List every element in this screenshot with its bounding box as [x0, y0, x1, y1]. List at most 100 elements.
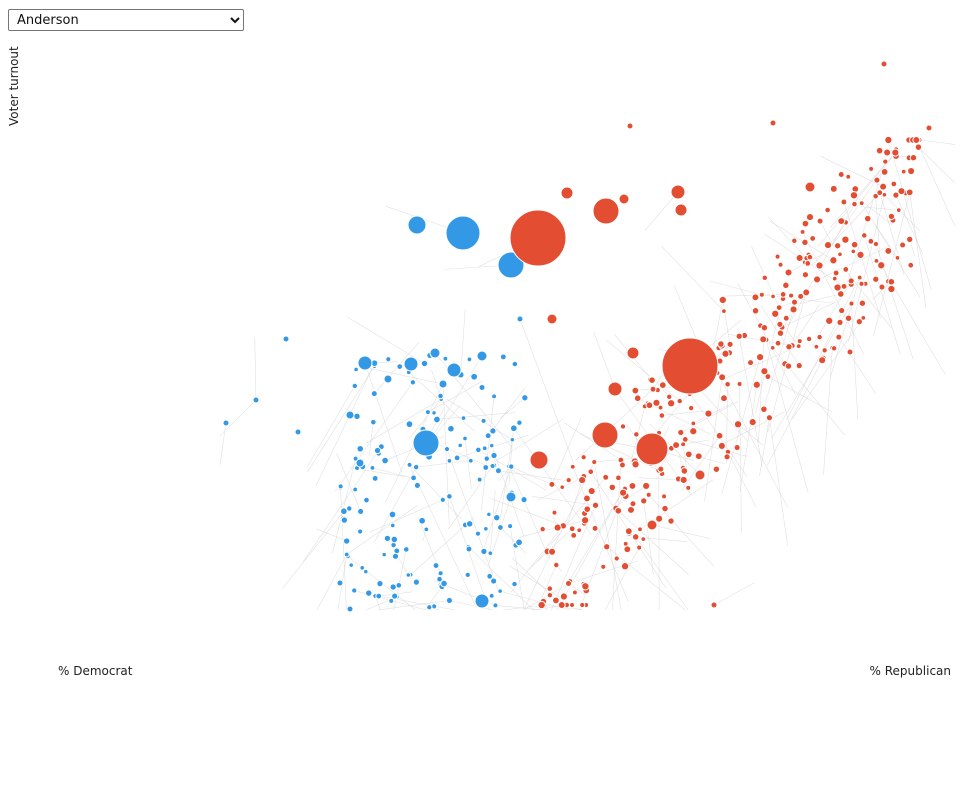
county-point-democrat[interactable]: [489, 442, 495, 449]
county-point-republican[interactable]: [581, 582, 590, 591]
county-point-republican[interactable]: [829, 256, 838, 265]
county-point-democrat[interactable]: [371, 474, 379, 482]
county-point-democrat[interactable]: [466, 356, 473, 363]
county-point-republican[interactable]: [661, 493, 668, 500]
county-point-republican[interactable]: [900, 168, 907, 175]
county-point-democrat[interactable]: [499, 353, 507, 361]
county-point-democrat[interactable]: [465, 520, 474, 528]
county-point-democrat[interactable]: [432, 562, 440, 569]
county-point-republican[interactable]: [583, 494, 591, 503]
county-point-democrat[interactable]: [342, 537, 351, 545]
county-point-democrat[interactable]: [336, 579, 344, 587]
county-point-republican[interactable]: [509, 209, 567, 267]
county-point-republican[interactable]: [591, 501, 600, 509]
county-point-democrat[interactable]: [357, 507, 365, 515]
county-point-democrat[interactable]: [489, 427, 497, 435]
county-point-republican[interactable]: [844, 314, 853, 322]
county-point-republican[interactable]: [591, 459, 598, 466]
county-point-democrat[interactable]: [494, 467, 502, 475]
county-point-republican[interactable]: [704, 409, 713, 418]
county-point-republican[interactable]: [569, 463, 576, 470]
county-point-democrat[interactable]: [446, 362, 462, 378]
county-point-democrat[interactable]: [423, 526, 430, 533]
county-point-republican[interactable]: [712, 465, 721, 473]
county-point-republican[interactable]: [799, 228, 806, 235]
county-point-republican[interactable]: [658, 412, 666, 419]
county-point-republican[interactable]: [569, 602, 576, 608]
county-point-republican[interactable]: [813, 343, 820, 350]
county-point-democrat[interactable]: [252, 396, 260, 404]
county-point-democrat[interactable]: [388, 510, 397, 519]
county-point-republican[interactable]: [895, 207, 902, 213]
county-point-republican[interactable]: [718, 295, 727, 305]
county-point-democrat[interactable]: [348, 562, 354, 568]
county-point-republican[interactable]: [565, 476, 572, 484]
county-point-republican[interactable]: [884, 247, 893, 255]
county-point-republican[interactable]: [580, 516, 590, 525]
county-point-republican[interactable]: [907, 167, 916, 176]
county-point-republican[interactable]: [592, 197, 620, 225]
county-point-republican[interactable]: [614, 506, 623, 515]
county-point-republican[interactable]: [848, 300, 855, 307]
county-point-republican[interactable]: [829, 184, 838, 193]
county-point-republican[interactable]: [548, 480, 556, 488]
county-point-republican[interactable]: [661, 504, 669, 513]
county-point-democrat[interactable]: [481, 445, 488, 452]
county-point-democrat[interactable]: [363, 568, 369, 575]
county-point-republican[interactable]: [752, 380, 761, 389]
county-point-democrat[interactable]: [388, 597, 395, 604]
county-point-republican[interactable]: [771, 309, 780, 318]
county-point-republican[interactable]: [631, 460, 640, 469]
county-point-republican[interactable]: [806, 253, 814, 261]
county-point-republican[interactable]: [861, 232, 868, 239]
county-point-republican[interactable]: [755, 353, 765, 362]
county-point-democrat[interactable]: [440, 579, 448, 588]
county-point-republican[interactable]: [837, 251, 843, 258]
county-point-republican[interactable]: [620, 562, 630, 571]
county-point-republican[interactable]: [529, 450, 549, 470]
county-point-republican[interactable]: [776, 320, 784, 328]
county-point-republican[interactable]: [785, 343, 793, 351]
county-point-republican[interactable]: [761, 274, 769, 282]
county-point-democrat[interactable]: [460, 415, 467, 421]
county-point-democrat[interactable]: [511, 360, 519, 368]
county-point-democrat[interactable]: [357, 355, 373, 371]
county-point-republican[interactable]: [795, 343, 802, 349]
county-point-republican[interactable]: [801, 271, 810, 279]
county-point-republican[interactable]: [867, 237, 875, 245]
county-point-republican[interactable]: [769, 119, 777, 127]
county-point-republican[interactable]: [607, 381, 623, 397]
county-point-republican[interactable]: [672, 441, 681, 450]
county-point-republican[interactable]: [821, 347, 828, 354]
county-point-republican[interactable]: [579, 601, 586, 609]
county-point-republican[interactable]: [652, 398, 661, 407]
county-point-republican[interactable]: [818, 356, 827, 365]
county-point-republican[interactable]: [840, 198, 848, 206]
county-point-democrat[interactable]: [363, 496, 370, 504]
county-point-republican[interactable]: [774, 253, 781, 260]
county-point-democrat[interactable]: [464, 571, 471, 579]
county-point-republican[interactable]: [769, 344, 776, 351]
county-point-democrat[interactable]: [436, 575, 443, 583]
county-point-republican[interactable]: [666, 393, 673, 400]
county-point-republican[interactable]: [850, 240, 859, 249]
county-point-republican[interactable]: [790, 298, 799, 306]
county-point-republican[interactable]: [796, 338, 803, 345]
county-point-republican[interactable]: [858, 280, 865, 287]
county-point-democrat[interactable]: [385, 356, 392, 363]
county-point-republican[interactable]: [676, 397, 683, 405]
county-point-republican[interactable]: [816, 333, 823, 341]
county-point-republican[interactable]: [878, 283, 886, 291]
county-point-democrat[interactable]: [437, 570, 444, 577]
county-point-republican[interactable]: [899, 241, 907, 249]
county-point-democrat[interactable]: [413, 481, 421, 489]
county-point-republican[interactable]: [623, 545, 632, 554]
county-point-democrat[interactable]: [345, 410, 355, 420]
county-point-republican[interactable]: [657, 404, 664, 411]
county-point-republican[interactable]: [782, 281, 790, 290]
county-point-republican[interactable]: [578, 476, 587, 485]
county-point-democrat[interactable]: [442, 355, 449, 362]
county-point-republican[interactable]: [658, 381, 667, 390]
county-point-republican[interactable]: [618, 461, 626, 469]
county-point-republican[interactable]: [842, 266, 850, 273]
